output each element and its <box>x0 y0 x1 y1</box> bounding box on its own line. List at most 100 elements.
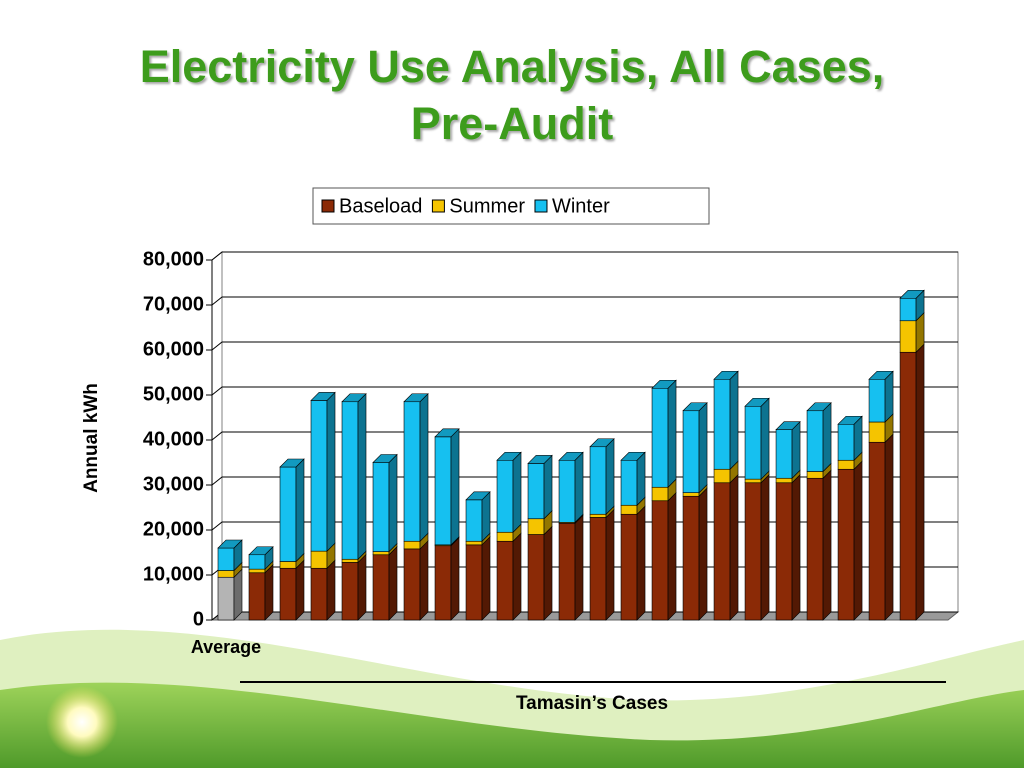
bar-segment <box>341 558 359 563</box>
bar-side <box>853 460 863 621</box>
bar-side <box>264 564 274 621</box>
bar-top <box>217 539 243 549</box>
bar-segment <box>899 351 917 621</box>
bar-segment <box>682 492 700 497</box>
y-tick-label: 50,000 <box>143 383 204 405</box>
bar-side <box>791 420 801 479</box>
bar-segment <box>744 482 762 621</box>
bar-segment <box>341 562 359 621</box>
bar-side <box>512 451 522 533</box>
bar-segment <box>775 477 793 484</box>
bar-segment <box>806 477 824 621</box>
bar-side <box>450 428 460 546</box>
bar-segment <box>217 547 235 571</box>
grid-line <box>211 341 958 351</box>
bar-segment <box>496 459 514 533</box>
bar-side <box>698 487 708 621</box>
bar-segment <box>248 572 266 621</box>
bar-segment <box>589 517 607 621</box>
bar-side <box>822 469 832 621</box>
grid-line <box>211 476 958 486</box>
bar-top <box>279 458 305 468</box>
legend-swatch <box>534 199 548 213</box>
bar-top <box>589 438 615 448</box>
bar-segment <box>620 459 638 506</box>
bar-side <box>543 454 553 520</box>
legend-label: Winter <box>552 195 610 217</box>
bar-side <box>450 537 460 621</box>
bar-segment <box>465 499 483 542</box>
bar-segment <box>868 378 886 423</box>
bar-segment <box>620 513 638 621</box>
y-tick-label: 60,000 <box>143 338 204 360</box>
bar-top <box>713 370 739 380</box>
x-tick-label: Average <box>191 637 261 657</box>
bar-side <box>667 379 677 488</box>
bar-segment <box>372 462 390 552</box>
bar-side <box>295 559 305 621</box>
bar-side <box>760 474 770 621</box>
y-tick-label: 80,000 <box>143 248 204 270</box>
bar-segment <box>806 410 824 472</box>
bar-side <box>388 546 398 621</box>
bar-segment <box>372 551 390 556</box>
bar-segment <box>279 567 297 621</box>
bar-segment <box>713 482 731 621</box>
bar-segment <box>744 478 762 484</box>
bar-segment <box>651 387 669 488</box>
bar-side <box>605 438 615 515</box>
bar-side <box>729 370 739 470</box>
bar-segment <box>248 568 266 574</box>
bar-segment <box>465 540 483 546</box>
bar-top <box>465 491 491 501</box>
bar-side <box>233 568 243 621</box>
bar-top <box>310 392 336 401</box>
bar-segment <box>868 421 886 443</box>
bar-segment <box>527 518 545 535</box>
legend-label: Baseload <box>339 195 422 217</box>
y-axis-label: Annual kWh <box>81 383 102 493</box>
bar-segment <box>403 401 421 542</box>
grid-line <box>211 386 958 396</box>
bar-top <box>837 415 863 425</box>
bar-segment <box>496 531 514 542</box>
bar-segment <box>527 463 545 520</box>
bar-side <box>326 559 336 621</box>
bar-side <box>419 540 429 621</box>
bar-segment <box>372 554 390 621</box>
y-tick-label: 30,000 <box>143 473 204 495</box>
y-tick-label: 0 <box>193 608 204 630</box>
sun <box>46 686 118 758</box>
bar-side <box>636 505 646 621</box>
bar-segment <box>434 436 452 546</box>
bar-segment <box>403 548 421 621</box>
bar-segment <box>620 504 638 515</box>
bar-segment <box>682 410 700 493</box>
grid-line <box>211 296 958 306</box>
bar-segment <box>713 378 731 470</box>
bar-segment <box>651 486 669 502</box>
bar-segment <box>527 534 545 621</box>
bar-side <box>915 343 925 621</box>
bar-top <box>651 379 677 389</box>
bar-side <box>605 508 615 621</box>
bar-side <box>574 451 584 524</box>
y-tick-label: 20,000 <box>143 518 204 540</box>
bar-top <box>248 546 274 556</box>
hill-front <box>0 682 1024 768</box>
bar-top <box>341 393 367 403</box>
bar-segment <box>310 400 328 552</box>
grid-line <box>211 251 958 261</box>
legend-box <box>312 187 710 225</box>
bar-side <box>574 514 584 621</box>
bar-segment <box>837 423 855 461</box>
bar-segment <box>248 554 266 570</box>
bar-segment <box>558 522 576 621</box>
bar-side <box>357 393 367 560</box>
y-tick-label: 10,000 <box>143 563 204 585</box>
bar-side <box>884 370 894 423</box>
bar-segment <box>279 466 297 562</box>
bar-side <box>512 532 522 621</box>
bar-side <box>481 536 491 621</box>
y-tick-label: 70,000 <box>143 293 204 315</box>
